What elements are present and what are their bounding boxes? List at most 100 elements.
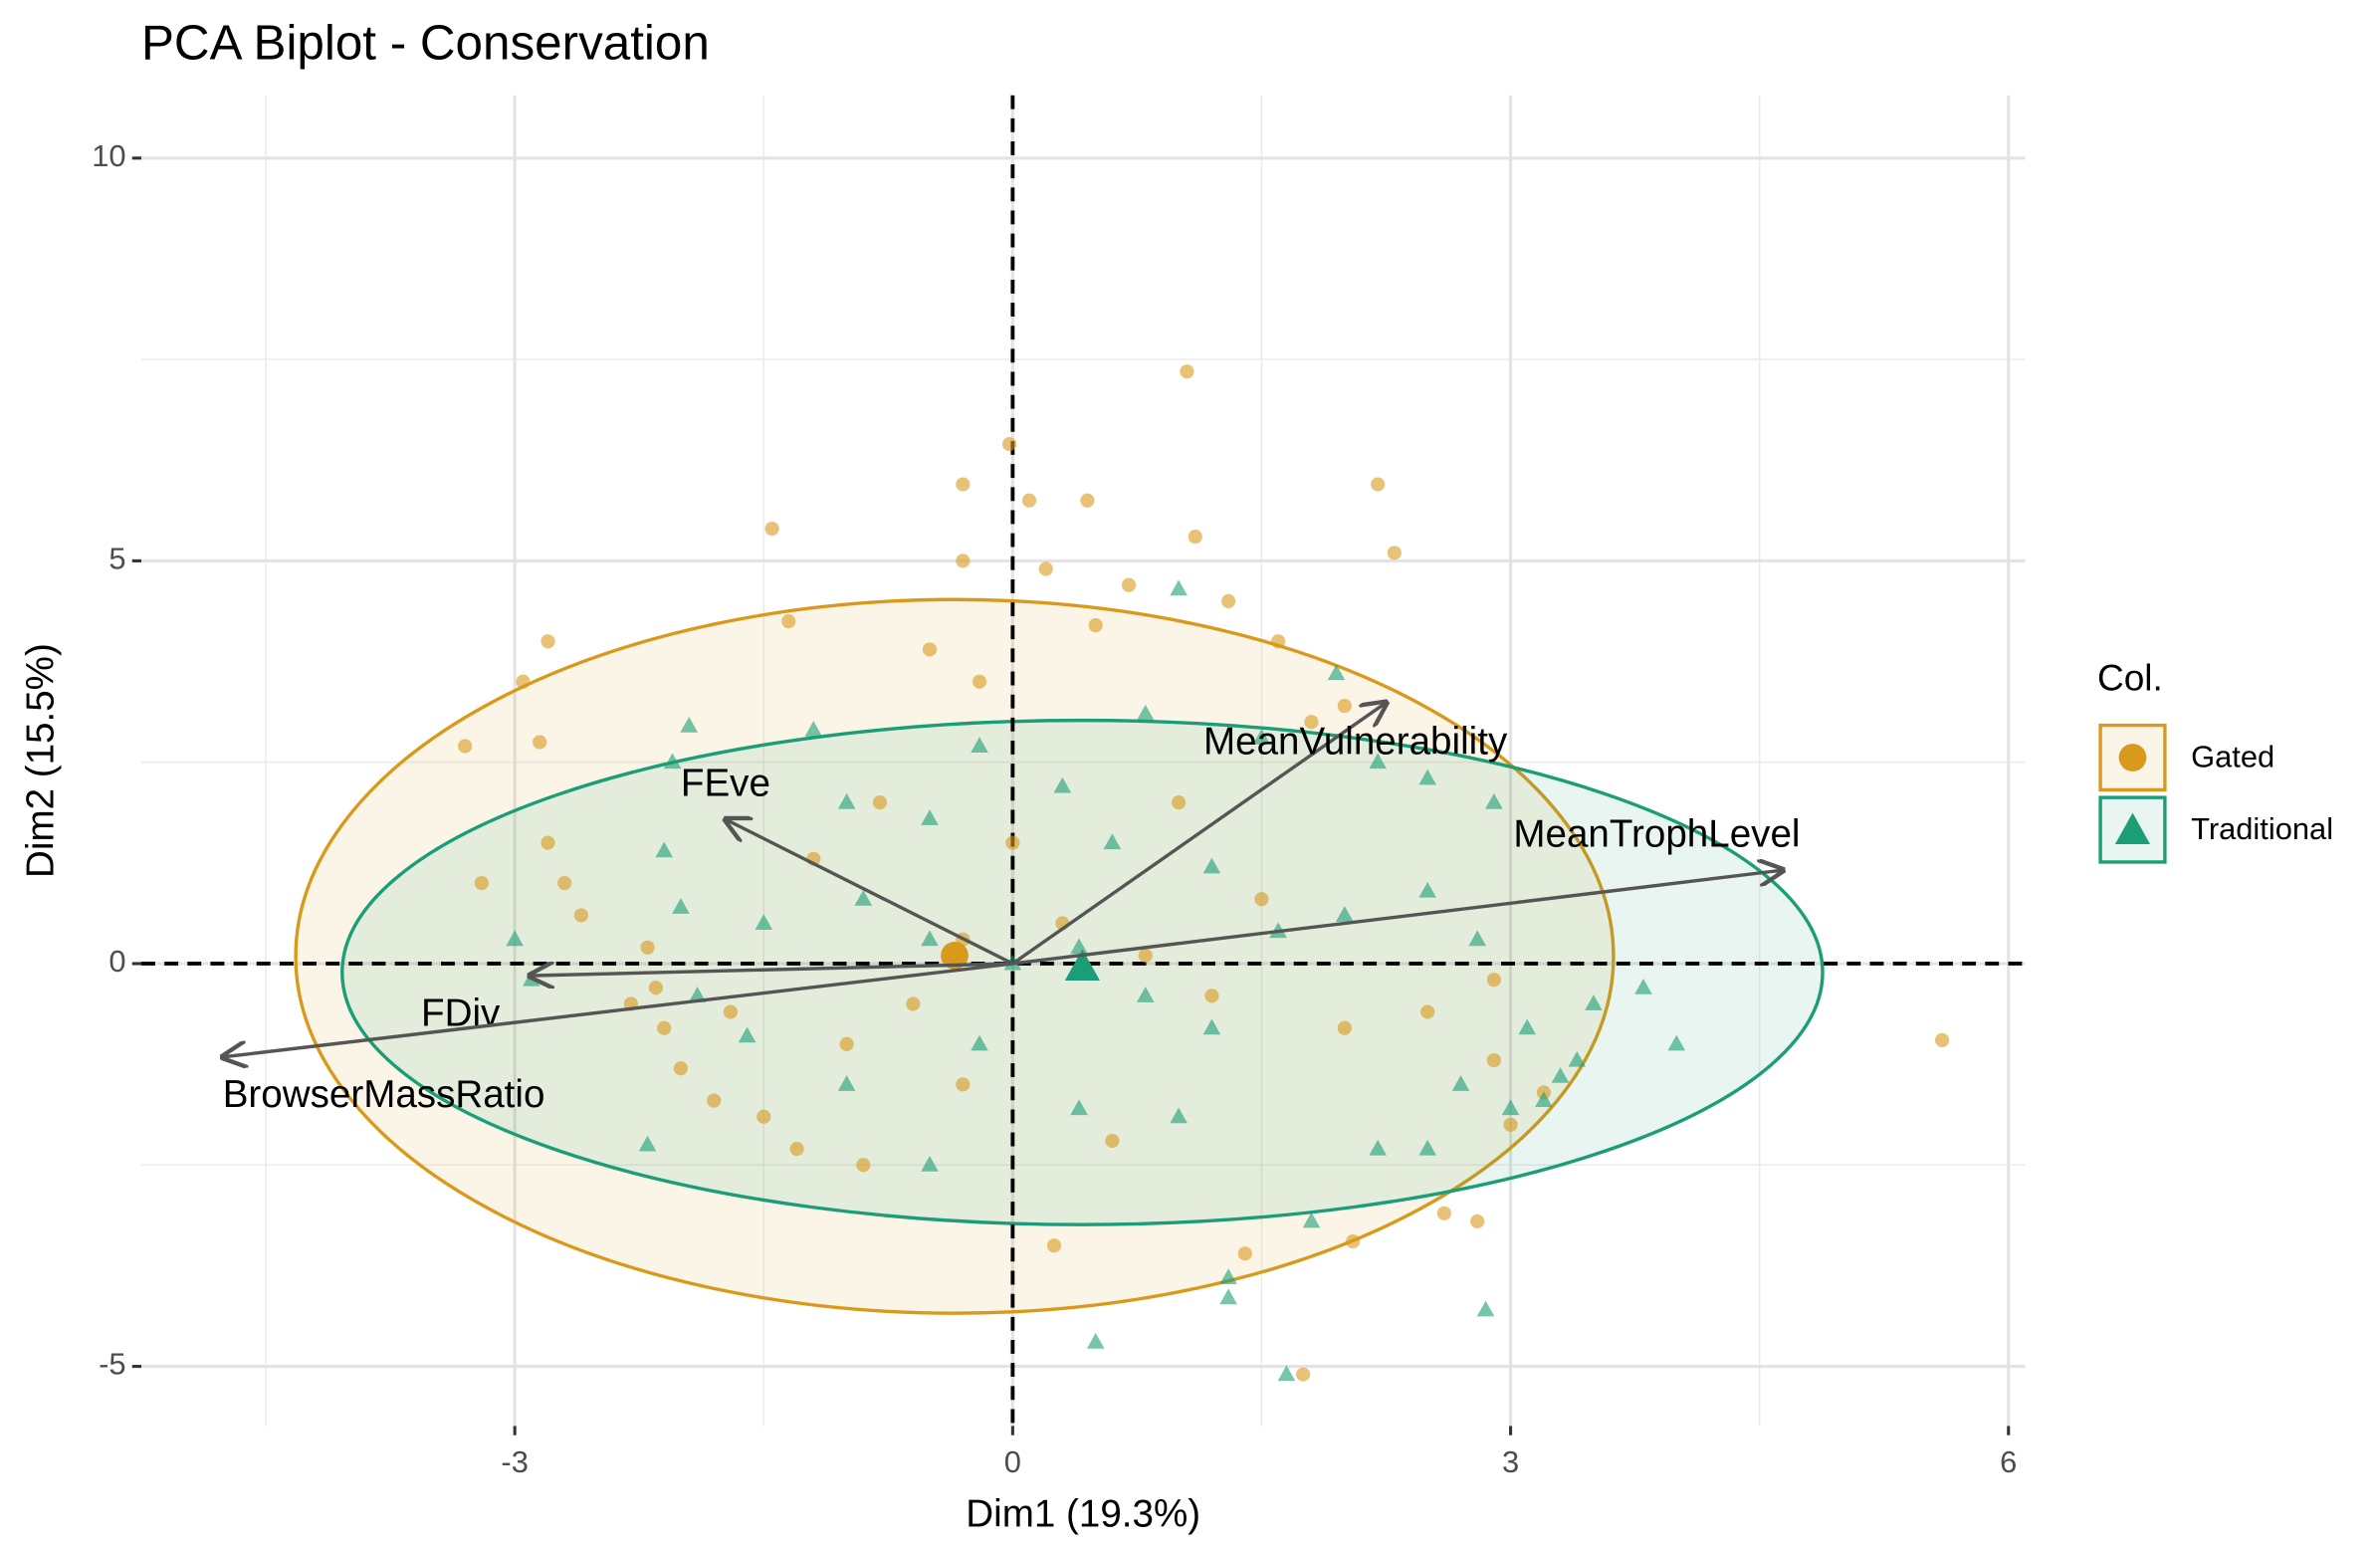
data-point	[1634, 979, 1652, 994]
x-tick-label: 3	[1502, 1444, 1519, 1479]
data-point	[640, 940, 655, 955]
data-point	[971, 737, 988, 753]
y-tick-label: 10	[92, 138, 125, 173]
data-point	[972, 674, 987, 689]
data-point	[1486, 1052, 1501, 1068]
data-point	[1080, 493, 1095, 508]
data-point	[1254, 892, 1269, 907]
y-axis-title: Dim2 (15.5%)	[19, 643, 62, 878]
data-point	[1001, 436, 1017, 452]
group-mean	[1064, 949, 1100, 982]
data-point	[1436, 1206, 1451, 1220]
x-tick-label: -3	[501, 1444, 528, 1479]
data-point	[1202, 1018, 1221, 1035]
data-point	[837, 1075, 856, 1091]
variable-label: MeanTrophLevel	[1513, 812, 1800, 855]
x-axis-title: Dim1 (19.3%)	[966, 1493, 1200, 1536]
data-point	[516, 674, 531, 689]
data-point	[655, 841, 674, 858]
x-tick-label: 0	[1004, 1444, 1021, 1479]
legend-title: Col.	[2097, 657, 2163, 699]
data-point	[1221, 593, 1236, 608]
loading-arrow	[1012, 870, 1783, 966]
data-point	[856, 1158, 871, 1173]
data-point	[1237, 1246, 1252, 1261]
data-point	[1046, 1238, 1062, 1253]
data-point	[474, 875, 489, 891]
data-point	[1518, 1018, 1537, 1035]
data-point	[1121, 577, 1137, 592]
data-point	[1551, 1067, 1570, 1083]
data-point	[1420, 1004, 1435, 1019]
data-point	[1336, 906, 1354, 922]
data-point	[1103, 833, 1122, 850]
data-point	[1387, 546, 1402, 560]
data-point	[1486, 973, 1501, 988]
data-point	[837, 792, 856, 809]
data-point	[1451, 1075, 1470, 1091]
data-point	[1934, 1032, 1950, 1047]
data-point	[1219, 1268, 1237, 1285]
data-point	[956, 477, 971, 492]
data-point	[1296, 1367, 1311, 1382]
data-point	[1470, 1213, 1485, 1229]
data-point	[854, 889, 873, 906]
legend-label: Gated	[2191, 740, 2274, 774]
data-point	[781, 613, 796, 629]
data-point	[573, 908, 588, 923]
data-point	[458, 739, 473, 754]
data-point	[1021, 493, 1037, 508]
data-point	[1327, 664, 1346, 681]
data-point	[541, 835, 555, 850]
loading-arrow	[1011, 703, 1386, 966]
data-point	[1418, 881, 1436, 898]
variable-label: BrowserMassRatio	[223, 1073, 545, 1116]
group-mean	[941, 942, 969, 970]
data-point	[757, 1109, 771, 1124]
data-point	[533, 735, 547, 750]
legend-symbol	[2118, 744, 2147, 771]
data-point	[1105, 1133, 1120, 1149]
data-point	[789, 1141, 804, 1157]
data-point	[764, 521, 779, 537]
data-point	[738, 1026, 757, 1043]
loading-arrow	[726, 819, 1014, 966]
data-point	[1568, 1050, 1587, 1067]
data-point	[1170, 1107, 1188, 1124]
variable-label: FEve	[681, 762, 770, 804]
data-point	[1304, 715, 1319, 730]
data-point	[1346, 1234, 1361, 1249]
data-point	[1070, 938, 1088, 955]
data-point	[1277, 1365, 1296, 1382]
data-point	[1136, 704, 1155, 721]
data-point	[921, 809, 939, 825]
data-point	[1070, 1099, 1088, 1116]
data-point	[1485, 792, 1503, 809]
data-point	[1180, 364, 1194, 379]
data-point	[541, 634, 555, 649]
data-point	[723, 1004, 739, 1019]
data-point	[663, 753, 682, 770]
data-point	[1202, 857, 1221, 874]
data-point	[906, 996, 921, 1011]
data-point	[506, 930, 524, 947]
data-point	[557, 875, 572, 891]
data-point	[1337, 698, 1352, 714]
data-point	[804, 721, 823, 737]
data-point	[680, 717, 699, 733]
data-point	[1005, 835, 1020, 850]
data-point	[1188, 530, 1202, 545]
data-point	[1476, 1300, 1495, 1317]
data-point	[971, 1034, 988, 1051]
data-point	[1667, 1034, 1686, 1051]
legend-label: Traditional	[2191, 811, 2333, 846]
data-point	[1501, 1099, 1520, 1116]
data-point	[1302, 1212, 1321, 1228]
data-point	[1138, 948, 1153, 963]
data-point	[921, 1156, 939, 1172]
data-point	[638, 1135, 657, 1152]
data-point	[872, 795, 888, 810]
data-point	[688, 987, 707, 1002]
data-point	[1418, 769, 1436, 785]
